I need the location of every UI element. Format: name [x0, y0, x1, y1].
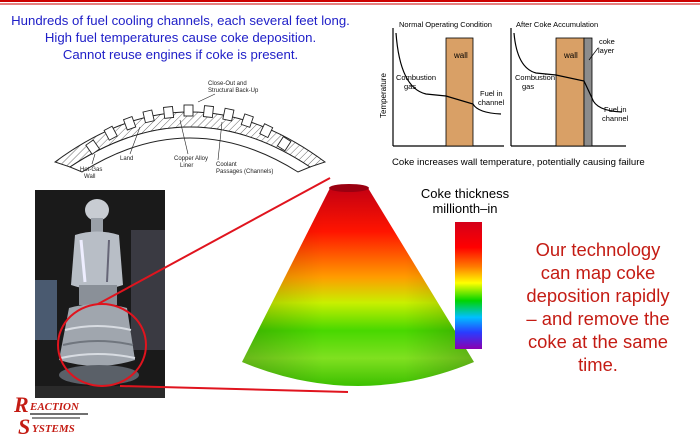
coke-map-cone [242, 184, 474, 386]
channel-label: channel [478, 98, 505, 107]
gas-label: gas [404, 82, 416, 91]
legend-units: millionth–in [432, 201, 498, 216]
combustion-label: Combustion [515, 73, 555, 82]
engine-photo [35, 190, 165, 398]
hotgas-wall-label: Wall [84, 174, 95, 180]
wall-coked [555, 37, 585, 147]
logo-initial-s: S [18, 414, 30, 439]
header-rule [0, 0, 700, 5]
logo-word-systems: YSTEMS [32, 423, 75, 435]
logo-initial-r: R [13, 392, 29, 417]
passages-label: Passages (Channels) [216, 169, 273, 175]
hotgas-label: Hot-Gas [80, 167, 102, 173]
liner-label: Liner [180, 163, 193, 169]
structural-label: Structural Back-Up [208, 88, 259, 94]
callout-line: Our technology [535, 239, 661, 260]
wall-label: wall [563, 51, 578, 60]
layer-label: layer [598, 46, 615, 55]
coolant-label: Coolant [216, 162, 237, 168]
fuel-label: Fuel in [604, 105, 627, 114]
wall-normal [445, 37, 474, 147]
callout-line: time. [578, 354, 618, 375]
cooling-channels-diagram: Close-Out and Structural Back-Up Land Co… [53, 81, 327, 180]
intro-line: High fuel temperatures cause coke deposi… [44, 30, 317, 45]
legend-title: Coke thickness millionth–in [400, 186, 530, 216]
closeout-label: Close-Out and [208, 81, 247, 87]
intro-text: Hundreds of fuel cooling channels, each … [8, 12, 353, 63]
chart-caption: Coke increases wall temperature, potenti… [392, 157, 645, 168]
logo-word-reaction: EACTION [29, 401, 80, 413]
legend-title-line: Coke thickness [420, 186, 510, 201]
callout-line: – and remove the [526, 308, 670, 329]
intro-line: Cannot reuse engines if coke is present. [62, 47, 299, 62]
temperature-axis-label: Temperature [379, 73, 388, 118]
fuel-label: Fuel in [480, 89, 503, 98]
combustion-label: Combustion [396, 73, 436, 82]
wall-label: wall [453, 51, 468, 60]
panel-normal-title: Normal Operating Condition [399, 20, 492, 29]
callout-line: deposition rapidly [526, 285, 670, 306]
temperature-profile-chart: Temperature Normal Operating Condition w… [379, 20, 629, 147]
technology-callout: Our technology can map coke deposition r… [498, 238, 698, 376]
copper-label: Copper Alloy [174, 156, 208, 162]
callout-line: coke at the same [527, 331, 669, 352]
coke-label: coke [599, 37, 615, 46]
temperature-curve-normal [395, 32, 502, 115]
panel-coke-title: After Coke Accumulation [516, 20, 598, 29]
intro-line: Hundreds of fuel cooling channels, each … [11, 13, 350, 28]
land-label: Land [120, 156, 133, 162]
channel-label: channel [602, 114, 629, 123]
temperature-curve-coked [513, 32, 623, 113]
gas-label: gas [522, 82, 534, 91]
coke-layer [583, 37, 593, 147]
color-scale-bar [455, 222, 482, 349]
reaction-systems-logo: R EACTION S YSTEMS [13, 392, 88, 439]
callout-line: can map coke [540, 262, 656, 283]
